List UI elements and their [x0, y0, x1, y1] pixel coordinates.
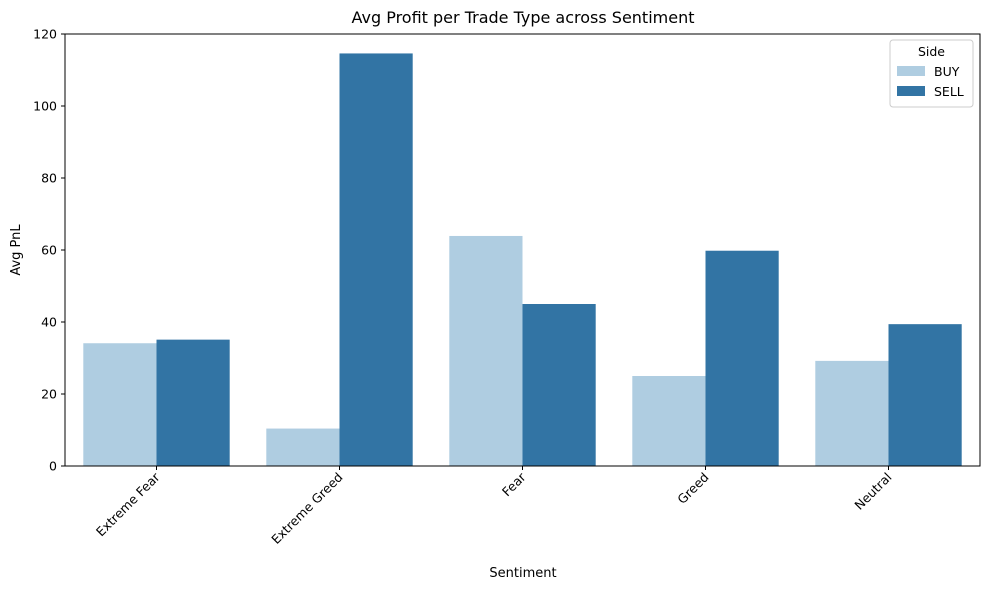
bar-buy-extreme-fear — [83, 343, 157, 466]
legend-swatch-buy — [897, 66, 925, 76]
x-tick-label: Extreme Fear — [93, 469, 163, 539]
bar-buy-neutral — [815, 360, 889, 466]
y-tick-label: 0 — [49, 459, 57, 474]
y-tick-label: 80 — [41, 171, 57, 186]
x-tick-label: Neutral — [851, 470, 894, 513]
chart-title: Avg Profit per Trade Type across Sentime… — [351, 8, 694, 27]
y-axis-label: Avg PnL — [9, 224, 24, 276]
y-tick-label: 20 — [41, 387, 57, 402]
bar-buy-greed — [632, 376, 706, 466]
y-tick-label: 60 — [41, 243, 57, 258]
bar-buy-fear — [449, 235, 523, 466]
x-axis-label: Sentiment — [489, 566, 556, 581]
x-tick-label: Fear — [499, 469, 529, 499]
legend-title: Side — [918, 44, 945, 59]
bar-sell-neutral — [888, 324, 962, 466]
bar-sell-fear — [522, 304, 596, 466]
legend-swatch-sell — [897, 86, 925, 96]
legend-label-sell: SELL — [934, 84, 964, 99]
bar-buy-extreme-greed — [266, 428, 340, 466]
y-tick-label: 120 — [33, 27, 57, 42]
y-tick-label: 40 — [41, 315, 57, 330]
legend: Side BUY SELL — [889, 39, 974, 108]
plot-area: 0 20 40 60 80 100 120 Extreme Fear Extreme Greed… — [33, 27, 981, 547]
x-tick-label: Greed — [674, 470, 711, 507]
x-tick-label: Extreme Greed — [268, 470, 345, 547]
bar-sell-greed — [705, 250, 779, 466]
bar-sell-extreme-greed — [339, 53, 413, 466]
bar-sell-extreme-fear — [156, 339, 230, 466]
y-tick-label: 100 — [33, 99, 57, 114]
legend-label-buy: BUY — [934, 64, 960, 79]
